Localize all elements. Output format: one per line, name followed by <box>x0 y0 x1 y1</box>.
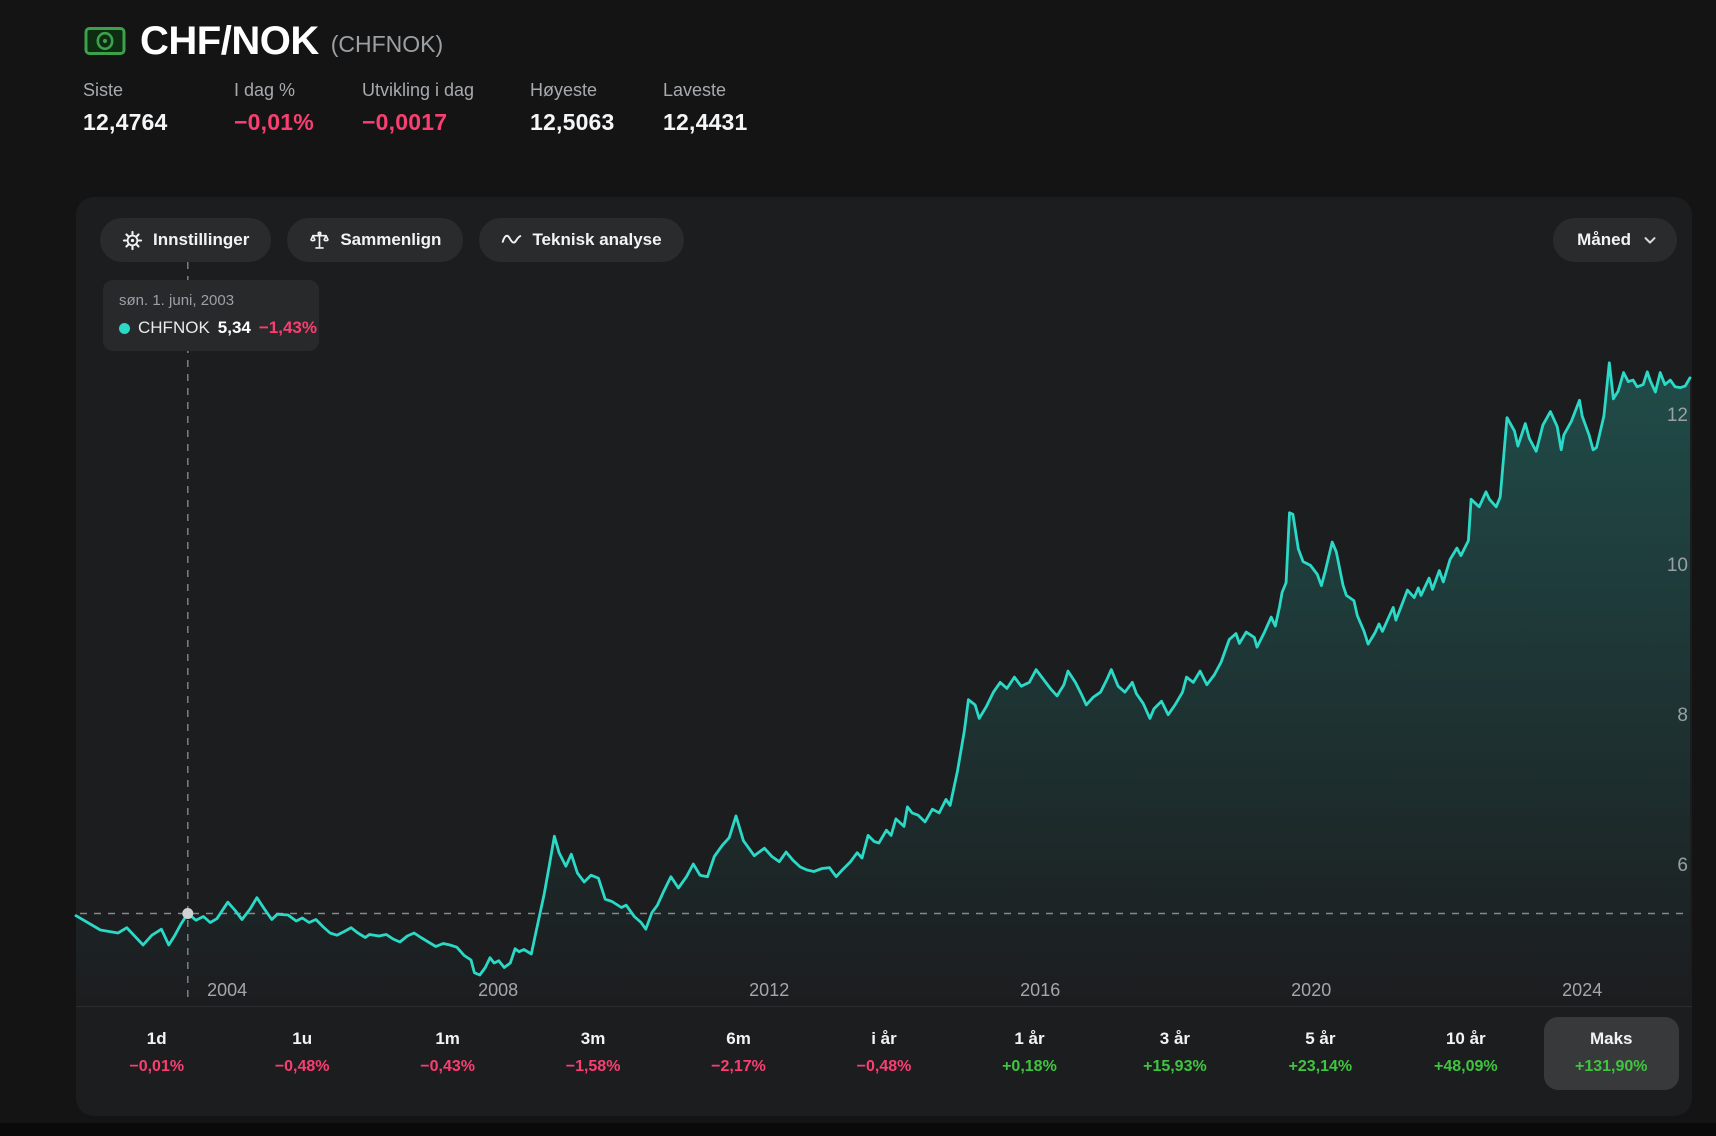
stat-label: Laveste <box>663 80 727 100</box>
period-button-1d[interactable]: 1d −0,01% <box>89 1017 224 1090</box>
period-change: −1,58% <box>565 1058 621 1075</box>
stat-siste: Siste 12,4764 <box>83 80 168 136</box>
stat-value: 12,4431 <box>663 109 748 135</box>
money-banknote-icon <box>84 27 126 55</box>
stat-hoyeste: Høyeste 12,5063 <box>530 80 615 136</box>
period-button-1m[interactable]: 1m −0,43% <box>380 1017 515 1090</box>
chart-tooltip: søn. 1. juni, 2003 CHFNOK 5,34 −1,43% <box>103 280 319 351</box>
period-label: 3 år <box>1159 1029 1191 1048</box>
stat-utvikling: Utvikling i dag −0,0017 <box>362 80 474 136</box>
period-label: 1 år <box>1014 1029 1045 1048</box>
technical-analysis-button-label: Teknisk analyse <box>532 230 662 249</box>
series-value: 5,34 <box>217 318 251 337</box>
compare-button-label: Sammenlign <box>340 230 442 249</box>
stat-laveste: Laveste 12,4431 <box>663 80 748 136</box>
wave-line-icon <box>502 234 522 243</box>
period-change: −0,48% <box>274 1058 330 1075</box>
interval-dropdown-label: Måned <box>1577 230 1631 249</box>
chevron-down-icon <box>1644 237 1656 244</box>
period-button-maks[interactable]: Maks +131,90% <box>1543 1017 1679 1090</box>
stat-label: Utvikling i dag <box>362 80 475 100</box>
instrument-header: CHF/NOK (CHFNOK) <box>84 18 444 63</box>
stat-label: Høyeste <box>530 80 598 100</box>
chart-toolbar: Innstillinger Sammenlign Teknisk analyse <box>100 218 684 262</box>
period-button-i-år[interactable]: i år −0,48% <box>816 1017 951 1090</box>
period-button-1u[interactable]: 1u −0,48% <box>234 1017 369 1090</box>
period-change: +23,14% <box>1288 1058 1353 1075</box>
period-change: +15,93% <box>1143 1058 1207 1075</box>
stat-value: −0,0017 <box>362 109 448 135</box>
stat-label: Siste <box>83 80 124 100</box>
period-label: 1u <box>292 1029 313 1048</box>
interval-dropdown[interactable]: Måned <box>1553 218 1677 262</box>
period-change: −0,48% <box>856 1058 912 1075</box>
period-button-1-år[interactable]: 1 år +0,18% <box>962 1017 1097 1090</box>
technical-analysis-button[interactable]: Teknisk analyse <box>479 218 684 262</box>
period-change: −0,01% <box>129 1058 185 1075</box>
stat-label: I dag % <box>234 80 296 100</box>
period-label: 3m <box>580 1029 606 1048</box>
bottom-bar <box>0 1123 1716 1136</box>
compare-button[interactable]: Sammenlign <box>287 218 464 262</box>
period-label: 5 år <box>1305 1029 1336 1048</box>
page-title: CHF/NOK <box>140 18 319 63</box>
period-button-3-år[interactable]: 3 år +15,93% <box>1107 1017 1242 1090</box>
period-selector: 1d −0,01% 1u −0,48% 1m −0,43% 3m −1,58% 6m −2,17%… <box>76 1006 1692 1092</box>
period-button-6m[interactable]: 6m −2,17% <box>671 1017 806 1090</box>
quote-stats-row: Siste 12,4764 I dag % −0,01% Utvikling i dag… <box>0 80 1716 140</box>
scale-balance-icon <box>310 230 330 249</box>
period-label: i år <box>871 1029 897 1048</box>
settings-button-label: Innstillinger <box>153 230 250 249</box>
settings-button[interactable]: Innstillinger <box>100 218 272 262</box>
period-label: 10 år <box>1445 1029 1486 1048</box>
series-change: −1,43% <box>258 318 318 337</box>
stat-value: 12,5063 <box>530 109 615 135</box>
period-label: Maks <box>1589 1029 1633 1048</box>
series-dot-icon <box>119 322 130 334</box>
period-change: −2,17% <box>711 1058 766 1075</box>
gear-icon <box>122 230 143 250</box>
ticker-symbol: (CHFNOK) <box>330 30 444 57</box>
period-label: 6m <box>726 1029 751 1048</box>
stat-value: −0,01% <box>234 109 314 135</box>
tooltip-date: søn. 1. juni, 2003 <box>119 292 235 309</box>
period-change: −0,43% <box>420 1058 475 1075</box>
period-label: 1m <box>435 1029 460 1048</box>
period-change: +48,09% <box>1434 1058 1498 1075</box>
chart-panel: Innstillinger Sammenlign Teknisk analyse <box>76 197 1692 1116</box>
period-change: +0,18% <box>1002 1058 1057 1075</box>
period-button-3m[interactable]: 3m −1,58% <box>525 1017 660 1090</box>
stat-idag-pct: I dag % −0,01% <box>234 80 314 136</box>
period-button-5-år[interactable]: 5 år +23,14% <box>1253 1017 1388 1090</box>
period-button-10-år[interactable]: 10 år +48,09% <box>1398 1017 1533 1090</box>
series-name: CHFNOK <box>138 318 210 337</box>
stat-value: 12,4764 <box>83 109 168 135</box>
period-label: 1d <box>146 1029 167 1048</box>
period-change: +131,90% <box>1575 1058 1648 1075</box>
